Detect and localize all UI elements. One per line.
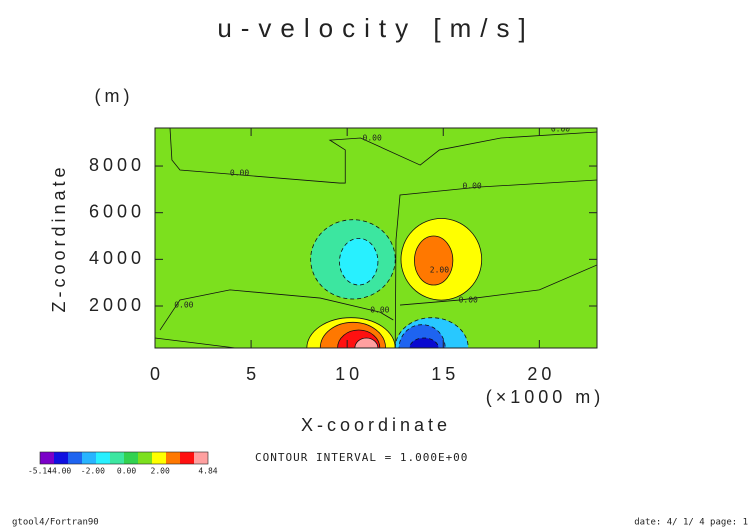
y-tick-label: 2000 — [89, 295, 145, 315]
colorbar-box — [110, 452, 124, 464]
contour-field: 0.00 0.00 0.00 0.00 0.00 0.00 0.00 2.00 — [155, 124, 597, 348]
colorbar-label: 4.84 — [198, 467, 217, 476]
contour-region — [354, 337, 379, 348]
colorbar-box — [124, 452, 138, 464]
x-unit: (×1000 m) — [486, 387, 605, 407]
contour-interval: CONTOUR INTERVAL = 1.000E+00 — [255, 451, 468, 464]
contour-label: 0.00 — [174, 301, 193, 310]
colorbar-box — [138, 452, 152, 464]
contour-region — [409, 337, 439, 348]
x-tick-label: 15 — [431, 364, 459, 384]
zero-contour — [159, 289, 394, 331]
colorbar-label: 0.00 — [117, 467, 136, 476]
zero-contour — [169, 128, 597, 184]
zero-contour — [155, 337, 236, 348]
chart-title: u-velocity [m/s] — [217, 13, 534, 43]
colorbar-label: -4.00 — [47, 467, 71, 476]
contour-label: 0.00 — [459, 295, 478, 304]
plot-frame — [154, 127, 598, 349]
colorbar-box — [152, 452, 166, 464]
contour-label: 0.00 — [363, 134, 382, 143]
colorbar-box — [96, 452, 110, 464]
contour-region — [414, 235, 454, 286]
colorbar-box — [54, 452, 68, 464]
y-tick-label: 4000 — [89, 248, 145, 268]
x-tick-label: 5 — [246, 364, 260, 384]
colorbar-box — [166, 452, 180, 464]
contour-label: 2.00 — [430, 266, 449, 275]
contour-label: 0.00 — [370, 305, 389, 314]
colorbar-label: -2.00 — [81, 467, 105, 476]
contour-label: 0.00 — [551, 124, 570, 133]
colorbar-frame — [39, 451, 209, 465]
x-tick-label: 0 — [150, 364, 164, 384]
colorbar-box — [82, 452, 96, 464]
footer-left: gtool4/Fortran90 — [12, 518, 99, 528]
y-unit: (m) — [95, 86, 134, 106]
colorbar-label: -5.14 — [28, 467, 52, 476]
colorbar-box — [68, 452, 82, 464]
colorbar-box — [194, 452, 208, 464]
contour-label: 0.00 — [230, 169, 249, 178]
x-tick-label: 10 — [335, 364, 363, 384]
colorbar-box — [180, 452, 194, 464]
x-axis-label: X-coordinate — [301, 415, 451, 435]
y-tick-label: 8000 — [89, 155, 145, 175]
contour-label: 0.00 — [462, 182, 481, 191]
colorbar-box — [40, 452, 54, 464]
colorbar-label: 2.00 — [151, 467, 170, 476]
x-tick-label: 20 — [527, 364, 555, 384]
contour-region — [339, 237, 379, 286]
y-tick-label: 6000 — [89, 201, 145, 221]
zero-contour — [399, 264, 597, 306]
zero-contour — [394, 179, 597, 348]
footer-right: date: 4/ 1/ 4 page: 1 — [634, 518, 748, 528]
y-axis-label: Z-coordinate — [49, 163, 69, 312]
